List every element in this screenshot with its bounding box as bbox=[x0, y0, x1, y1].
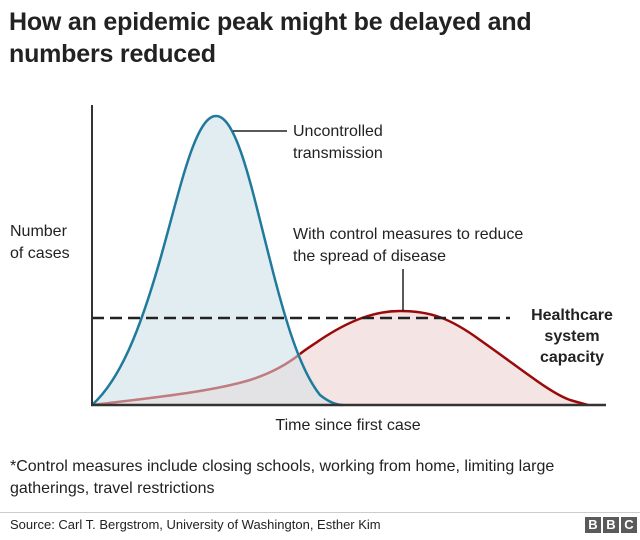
uncontrolled-annotation-line1: Uncontrolled bbox=[293, 123, 383, 140]
y-axis-label-line2: of cases bbox=[10, 245, 70, 262]
overlap-area bbox=[92, 354, 343, 405]
uncontrolled-annotation-line2: transmission bbox=[293, 145, 383, 162]
capacity-label-line2: system bbox=[544, 328, 600, 345]
y-axis-label: Number of cases bbox=[10, 221, 70, 265]
x-axis-label: Time since first case bbox=[275, 417, 421, 434]
y-axis-label-line1: Number bbox=[10, 223, 67, 240]
uncontrolled-area bbox=[92, 116, 343, 405]
controlled-line-faded bbox=[91, 353, 301, 407]
bbc-logo-b2: B bbox=[603, 517, 619, 533]
controlled-area bbox=[92, 311, 588, 405]
capacity-label: Healthcare system capacity bbox=[513, 305, 631, 368]
controlled-annotation: With control measures to reduce the spre… bbox=[293, 224, 523, 268]
controlled-annotation-line2: the spread of disease bbox=[293, 248, 446, 265]
footnote: *Control measures include closing school… bbox=[10, 458, 555, 497]
uncontrolled-line bbox=[91, 114, 344, 407]
bbc-logo: B B C bbox=[585, 517, 637, 533]
controlled-annotation-line1: With control measures to reduce bbox=[293, 226, 524, 243]
capacity-label-line1: Healthcare bbox=[531, 307, 613, 324]
chart-title: How an epidemic peak might be delayed an… bbox=[9, 8, 532, 68]
footer-divider bbox=[0, 512, 640, 513]
uncontrolled-annotation: Uncontrolled transmission bbox=[293, 121, 383, 165]
bbc-logo-c: C bbox=[621, 517, 637, 533]
bbc-logo-b1: B bbox=[585, 517, 601, 533]
source-text: Source: Carl T. Bergstrom, University of… bbox=[10, 517, 381, 532]
capacity-label-line3: capacity bbox=[539, 349, 605, 366]
